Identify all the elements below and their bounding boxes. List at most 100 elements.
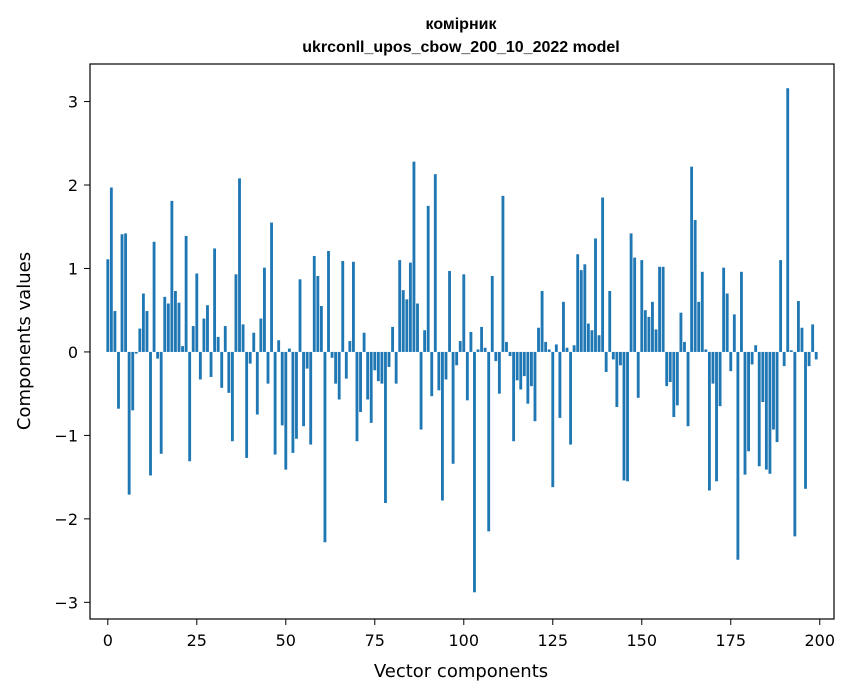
bar-component-165 xyxy=(693,220,697,352)
x-tick-label: 175 xyxy=(715,631,746,650)
bar-component-174 xyxy=(725,293,729,352)
bar-component-94 xyxy=(441,351,444,501)
bar-component-144 xyxy=(618,351,622,366)
bar-component-128 xyxy=(562,301,565,352)
bar-component-169 xyxy=(707,351,711,491)
bar-component-34 xyxy=(227,351,231,393)
x-tick-label: 75 xyxy=(365,631,385,650)
bar-component-67 xyxy=(344,351,348,379)
bar-component-198 xyxy=(811,324,815,352)
y-axis-label: Components values xyxy=(14,252,35,430)
bar-component-143 xyxy=(615,351,619,408)
bar-component-122 xyxy=(540,291,544,352)
bar-component-108 xyxy=(490,275,494,352)
bar-component-177 xyxy=(736,351,740,560)
y-axis-ticks: −3 −2 −1 0 1 2 3 xyxy=(54,93,90,612)
bar-component-113 xyxy=(508,351,512,357)
bar-component-91 xyxy=(430,351,434,397)
bar-component-18 xyxy=(170,200,174,352)
bar-component-140 xyxy=(604,351,608,372)
bar-component-17 xyxy=(166,303,170,352)
bar-component-195 xyxy=(800,327,804,352)
bar-component-186 xyxy=(768,351,772,474)
bar-component-11 xyxy=(145,311,149,352)
bar-component-194 xyxy=(796,301,800,352)
bar-component-139 xyxy=(601,197,605,352)
bar-component-142 xyxy=(611,351,615,360)
bar-component-115 xyxy=(515,351,519,381)
bar-component-40 xyxy=(248,351,252,364)
bar-component-180 xyxy=(747,351,750,452)
bar-component-133 xyxy=(579,270,583,352)
bar-component-158 xyxy=(668,351,672,382)
bar-component-191 xyxy=(786,88,790,352)
bar-component-66 xyxy=(341,260,345,352)
bar-component-42 xyxy=(255,351,259,415)
bar-component-87 xyxy=(416,303,419,352)
bar-component-64 xyxy=(334,351,338,384)
bar-component-171 xyxy=(715,351,718,482)
bar-component-27 xyxy=(202,318,206,352)
bar-component-37 xyxy=(238,178,241,352)
bar-component-13 xyxy=(152,241,156,352)
bar-component-62 xyxy=(327,250,330,352)
bar-component-45 xyxy=(266,351,270,384)
bar-component-7 xyxy=(131,351,135,411)
bar-component-63 xyxy=(330,351,334,358)
x-tick-label: 150 xyxy=(626,631,657,650)
x-tick-label: 100 xyxy=(449,631,480,650)
bar-component-146 xyxy=(626,351,629,482)
bar-component-72 xyxy=(362,332,366,352)
bar-component-188 xyxy=(775,351,779,443)
bar-component-196 xyxy=(804,351,807,489)
bar-component-88 xyxy=(419,351,423,430)
bar-component-170 xyxy=(711,351,715,384)
bar-component-189 xyxy=(779,260,783,352)
plot-frame xyxy=(89,63,835,620)
bar-component-192 xyxy=(789,350,793,352)
bar-component-119 xyxy=(529,351,533,387)
bar-component-150 xyxy=(640,260,644,352)
bar-component-190 xyxy=(782,351,786,367)
bar-component-39 xyxy=(245,351,249,458)
bar-component-114 xyxy=(512,351,516,442)
bar-component-97 xyxy=(451,351,455,464)
bar-component-61 xyxy=(323,351,327,543)
bar-component-41 xyxy=(252,332,256,352)
bar-component-199 xyxy=(814,351,818,360)
x-tick-label: 25 xyxy=(187,631,207,650)
bar-component-47 xyxy=(273,351,277,455)
bar-component-12 xyxy=(149,351,152,476)
bar-component-153 xyxy=(651,301,654,352)
y-tick-label: 1 xyxy=(68,259,78,278)
bar-component-167 xyxy=(700,271,704,352)
bar-component-5 xyxy=(124,233,128,352)
bar-component-131 xyxy=(572,345,576,352)
bar-component-155 xyxy=(658,266,661,352)
bar-component-25 xyxy=(195,273,199,352)
bar-component-26 xyxy=(198,351,202,380)
bar-component-152 xyxy=(647,316,651,352)
bar-component-184 xyxy=(761,351,765,403)
bar-component-3 xyxy=(117,351,120,409)
bar-component-76 xyxy=(376,351,380,382)
bar-component-109 xyxy=(494,351,498,362)
bar-component-0 xyxy=(106,259,110,352)
bar-component-33 xyxy=(223,326,227,352)
bar-component-106 xyxy=(483,347,487,352)
bar-component-136 xyxy=(590,330,594,352)
bar-component-100 xyxy=(462,274,466,352)
bar-component-135 xyxy=(586,323,590,352)
bar-component-16 xyxy=(163,296,167,352)
bar-component-28 xyxy=(206,305,209,352)
bar-component-173 xyxy=(722,267,726,352)
bar-component-81 xyxy=(394,351,398,384)
bar-component-126 xyxy=(554,344,558,352)
x-axis-label: Vector components xyxy=(374,661,548,682)
bar-component-68 xyxy=(348,341,352,352)
bar-component-8 xyxy=(134,351,138,354)
bar-component-4 xyxy=(120,234,124,352)
x-axis-ticks: 0 25 50 75 100 125 150 175 200 xyxy=(103,619,835,650)
bar-component-35 xyxy=(230,351,234,442)
bar-component-164 xyxy=(690,166,694,352)
